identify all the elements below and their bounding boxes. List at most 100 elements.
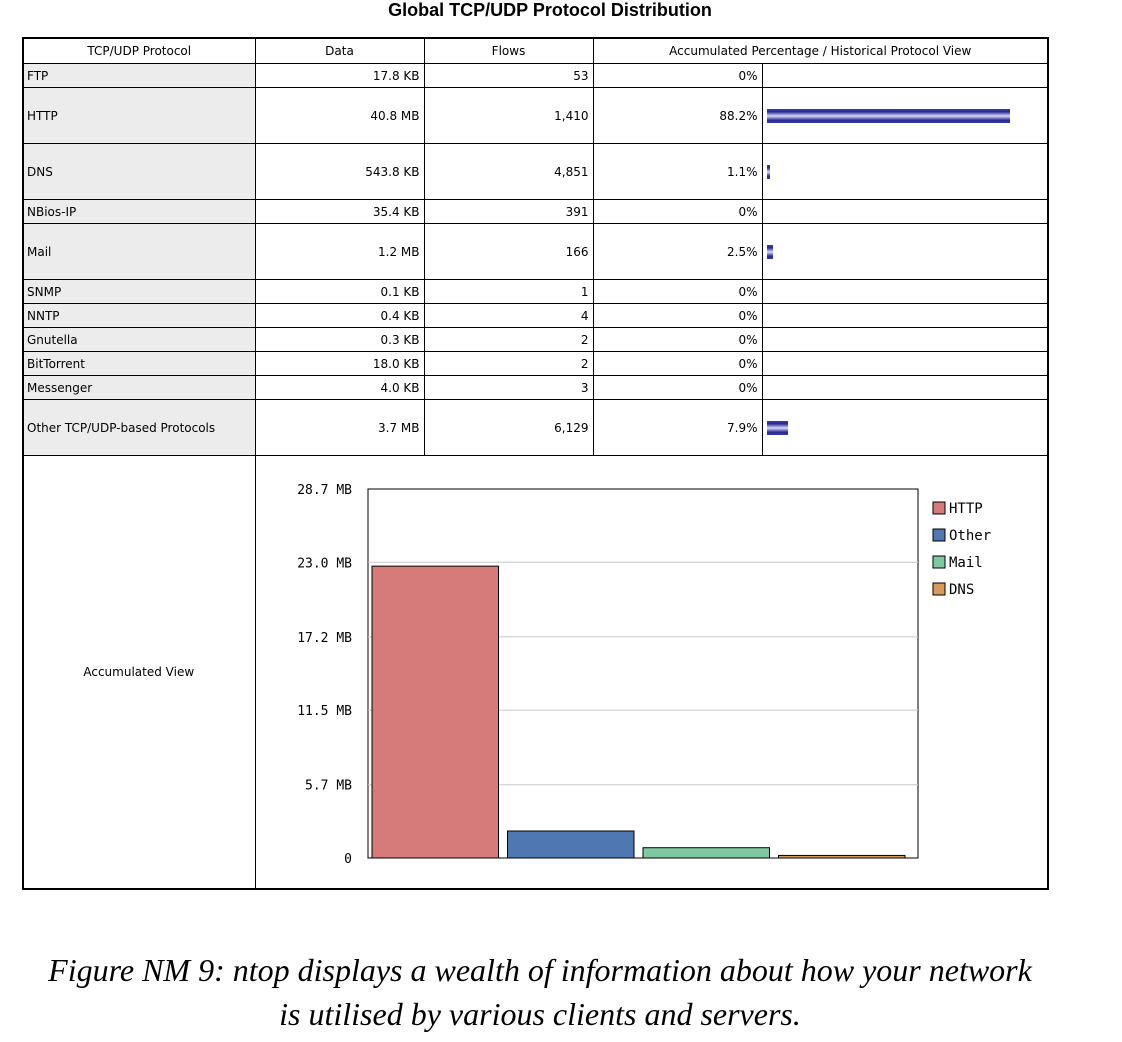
percentage-bar [766,420,789,435]
table-row: DNS 543.8 KB 4,851 1.1% [22,143,1049,200]
percentage-bar [766,164,770,179]
flow-count: 3 [423,375,594,400]
legend-label: DNS [949,582,974,598]
y-tick-label: 17.2 MB [297,631,352,646]
protocol-name: HTTP [22,87,256,144]
accumulated-percentage: 0% [592,351,763,376]
protocol-name: Gnutella [22,327,256,352]
flow-count: 1,410 [423,87,594,144]
flow-count: 4 [423,303,594,328]
y-tick-label: 0 [344,852,352,867]
data-volume: 40.8 MB [254,87,425,144]
table-header-row: TCP/UDP Protocol Data Flows Accumulated … [22,37,1049,64]
data-volume: 18.0 KB [254,351,425,376]
percentage-bar-cell [761,223,1049,280]
percentage-bar-cell [761,327,1049,352]
bar-dns [777,854,905,859]
table-row: Messenger 4.0 KB 3 0% [22,375,1049,400]
flow-count: 166 [423,223,594,280]
accumulated-view-chart-cell: 0 5.7 MB 11.5 MB 17.2 MB 23.0 MB 28.7 MB HTTP O… [254,455,1049,890]
percentage-bar-cell [761,63,1049,88]
table-row: Other TCP/UDP-based Protocols 3.7 MB 6,129… [22,399,1049,456]
caption-line-2: is utilised by various clients and serve… [279,996,801,1032]
flow-count: 4,851 [423,143,594,200]
flow-count: 6,129 [423,399,594,456]
protocol-name: DNS [22,143,256,200]
protocol-name: NBios-IP [22,199,256,224]
accumulated-percentage: 0% [592,279,763,304]
protocol-name: BitTorrent [22,351,256,376]
bar-other [506,830,634,859]
legend-label: Mail [949,555,983,571]
protocol-name: Mail [22,223,256,280]
caption-line-1: Figure NM 9: ntop displays a wealth of i… [48,952,1032,988]
table-row: SNMP 0.1 KB 1 0% [22,279,1049,304]
figure-caption: Figure NM 9: ntop displays a wealth of i… [0,948,1080,1036]
accumulated-view-label: Accumulated View [22,455,256,890]
table-row: Gnutella 0.3 KB 2 0% [22,327,1049,352]
percentage-bar-cell [761,303,1049,328]
table-row: NBios-IP 35.4 KB 391 0% [22,199,1049,224]
flow-count: 53 [423,63,594,88]
table-row: FTP 17.8 KB 53 0% [22,63,1049,88]
header-data: Data [254,37,425,64]
percentage-bar [766,244,774,259]
data-volume: 17.8 KB [254,63,425,88]
accumulated-percentage: 2.5% [592,223,763,280]
header-percentage: Accumulated Percentage / Historical Prot… [592,37,1049,64]
percentage-bar [766,108,1011,123]
data-volume: 543.8 KB [254,143,425,200]
data-volume: 4.0 KB [254,375,425,400]
protocol-name: NNTP [22,303,256,328]
accumulated-percentage: 0% [592,63,763,88]
accumulated-percentage: 0% [592,327,763,352]
flow-count: 2 [423,327,594,352]
protocol-distribution-table: TCP/UDP Protocol Data Flows Accumulated … [22,37,1049,890]
percentage-bar-cell [761,143,1049,200]
data-volume: 0.1 KB [254,279,425,304]
accumulated-percentage: 0% [592,375,763,400]
legend-swatch [932,555,945,569]
percentage-bar-cell [761,87,1049,144]
page-title: Global TCP/UDP Protocol Distribution [388,0,712,20]
percentage-bar-cell [761,199,1049,224]
accumulated-percentage: 88.2% [592,87,763,144]
protocol-name: SNMP [22,279,256,304]
chart-row: Accumulated View 0 5.7 MB 11.5 MB 17.2 MB 23… [22,455,1049,890]
accumulated-percentage: 7.9% [592,399,763,456]
data-volume: 35.4 KB [254,199,425,224]
percentage-bar-cell [761,375,1049,400]
flow-count: 391 [423,199,594,224]
percentage-bar-cell [761,399,1049,456]
y-tick-label: 5.7 MB [305,779,352,794]
table-row: NNTP 0.4 KB 4 0% [22,303,1049,328]
y-tick-label: 28.7 MB [297,483,352,498]
percentage-bar-cell [761,351,1049,376]
accumulated-percentage: 0% [592,303,763,328]
data-volume: 0.3 KB [254,327,425,352]
legend-swatch [932,501,945,515]
percentage-bar-cell [761,279,1049,304]
flow-count: 1 [423,279,594,304]
bar-mail [642,847,770,859]
bar-chart: 0 5.7 MB 11.5 MB 17.2 MB 23.0 MB 28.7 MB HTTP O… [297,483,991,867]
data-volume: 1.2 MB [254,223,425,280]
legend-label: HTTP [949,501,983,517]
protocol-name: Other TCP/UDP-based Protocols [22,399,256,456]
table-row: BitTorrent 18.0 KB 2 0% [22,351,1049,376]
table-row: HTTP 40.8 MB 1,410 88.2% [22,87,1049,144]
flow-count: 2 [423,351,594,376]
table-row: Mail 1.2 MB 166 2.5% [22,223,1049,280]
y-tick-label: 11.5 MB [297,704,352,719]
bar-http [371,565,499,859]
legend-swatch [932,582,945,596]
accumulated-percentage: 0% [592,199,763,224]
data-volume: 3.7 MB [254,399,425,456]
legend-swatch [932,528,945,542]
y-tick-label: 23.0 MB [297,556,352,571]
protocol-name: Messenger [22,375,256,400]
legend-label: Other [949,528,991,544]
data-volume: 0.4 KB [254,303,425,328]
accumulated-percentage: 1.1% [592,143,763,200]
header-protocol: TCP/UDP Protocol [22,37,256,64]
